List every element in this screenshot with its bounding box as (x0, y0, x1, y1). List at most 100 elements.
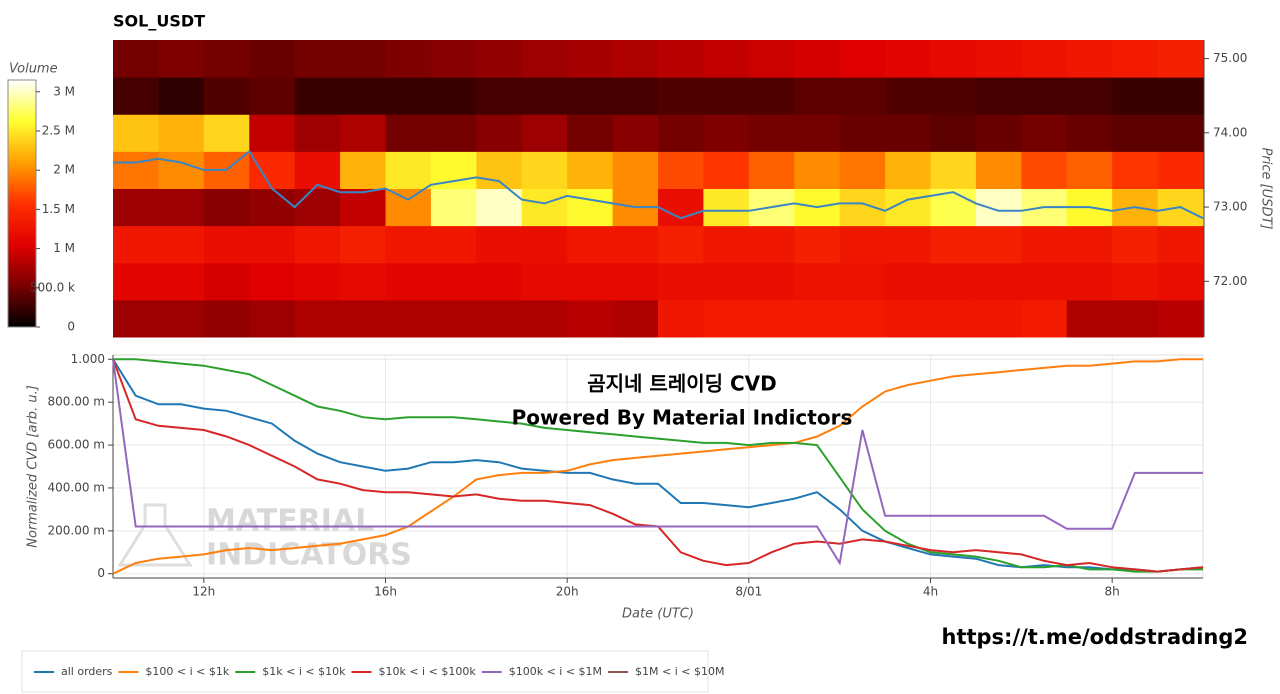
heatmap-cell (476, 151, 523, 189)
heatmap-cell (1112, 225, 1159, 264)
heatmap-cell (930, 114, 977, 152)
heatmap-cell (658, 299, 704, 338)
heatmap-cell (385, 262, 432, 301)
watermark: INDICATORS (206, 538, 412, 573)
heatmap-cell (521, 77, 568, 115)
watermark: MATERIAL (206, 504, 374, 539)
heatmap-cell (885, 299, 931, 338)
heatmap-cell (249, 151, 296, 189)
heatmap-cell (612, 40, 659, 78)
heatmap-cell (748, 262, 795, 301)
heatmap-cell (158, 151, 205, 189)
heatmap-cell (430, 40, 477, 78)
heatmap-cell (294, 40, 341, 78)
legend-label: $1M < i < $10M (635, 665, 724, 678)
heatmap-cell (885, 151, 931, 189)
heatmap-cell (249, 188, 296, 227)
heatmap-cell (385, 77, 432, 115)
heatmap-cell (658, 40, 704, 78)
heatmap-cell (113, 151, 159, 189)
x-tick-label: 12h (192, 585, 215, 599)
colorbar-tick-label: 1 M (53, 241, 75, 255)
heatmap-cell (1157, 262, 1204, 301)
heatmap-cell (703, 151, 750, 189)
heatmap-cell (975, 262, 1022, 301)
heatmap-cell (158, 77, 205, 115)
heatmap-cell (794, 225, 841, 264)
heatmap-cell (658, 77, 704, 115)
heatmap-cell (930, 40, 977, 78)
heatmap-cell (1021, 114, 1068, 152)
legend-label: $100k < i < $1M (509, 665, 602, 678)
heatmap-cell (567, 151, 614, 189)
legend-label: all orders (61, 665, 113, 678)
heatmap-cell (930, 262, 977, 301)
heatmap-cell (885, 77, 931, 115)
heatmap-cell (1112, 262, 1159, 301)
heatmap-cell (612, 151, 659, 189)
heatmap-cell (385, 151, 432, 189)
heatmap-cell (1112, 299, 1159, 338)
heatmap-cell (703, 299, 750, 338)
heatmap-cell (567, 299, 614, 338)
x-tick-label: 20h (556, 585, 579, 599)
heatmap-cell (794, 151, 841, 189)
heatmap-cell (839, 299, 886, 338)
heatmap-cell (203, 299, 250, 338)
price-line (113, 149, 1204, 220)
heatmap-cell (885, 225, 931, 264)
heatmap-cell (1157, 77, 1204, 115)
heatmap-cell (748, 299, 795, 338)
heatmap-cell (1021, 225, 1068, 264)
heatmap-cell (294, 299, 341, 338)
heatmap-cell (1157, 114, 1204, 152)
colorbar-tick-label: 0 (67, 320, 75, 334)
y-axis-label: Normalized CVD [arb. u.] (26, 385, 41, 548)
heatmap-cell (521, 114, 568, 152)
heatmap-cell (1021, 299, 1068, 338)
y-tick-label: 75.00 (1213, 51, 1247, 65)
heatmap-cell (612, 262, 659, 301)
heatmap-cell (975, 40, 1022, 78)
watermark-icon (117, 503, 193, 567)
legend-label: $10k < i < $100k (378, 665, 476, 678)
heatmap-cell (430, 225, 477, 264)
heatmap-cell (703, 114, 750, 152)
heatmap-cell (658, 151, 704, 189)
series-line (113, 358, 1203, 573)
heatmap-cell (249, 262, 296, 301)
heatmap-cell (1066, 40, 1113, 78)
heatmap-cell (1112, 114, 1159, 152)
heatmap-cell (203, 40, 250, 78)
heatmap-cell (430, 77, 477, 115)
heatmap-cell (476, 40, 523, 78)
colorbar-tick-label: 1.5 M (42, 202, 75, 216)
heatmap-cell (1066, 299, 1113, 338)
heatmap-cell (113, 225, 159, 264)
heatmap-cell (113, 114, 159, 152)
x-tick-label: 16h (374, 585, 397, 599)
heatmap-cell (340, 40, 386, 78)
heatmap-cell (703, 225, 750, 264)
heatmap-cell (930, 151, 977, 189)
heatmap-cell (249, 114, 296, 152)
heatmap-cell (249, 225, 296, 264)
heatmap-cell (249, 77, 296, 115)
heatmap-cell (975, 114, 1022, 152)
heatmap-cell (476, 262, 523, 301)
heatmap-cell (430, 262, 477, 301)
heatmap-cell (839, 225, 886, 264)
heatmap-cell (794, 299, 841, 338)
heatmap-cell (703, 188, 750, 227)
heatmap-cell (340, 114, 386, 152)
heatmap-cell (521, 40, 568, 78)
y-tick-label: 200.00 m (48, 523, 106, 537)
heatmap-cell (885, 40, 931, 78)
series-line (112, 359, 1203, 566)
colorbar-tick-label: 2.5 M (42, 123, 75, 137)
heatmap-cell (794, 77, 841, 115)
heatmap-cell (839, 40, 886, 78)
heatmap-cell (567, 225, 614, 264)
heatmap-cell (158, 225, 205, 264)
